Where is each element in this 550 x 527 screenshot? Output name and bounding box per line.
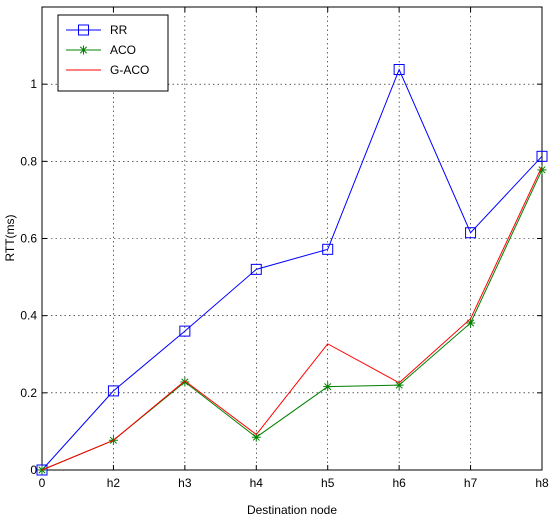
y-tick-label: 1 xyxy=(30,77,37,91)
star-marker xyxy=(251,432,261,442)
square-marker xyxy=(250,263,262,275)
series-lines xyxy=(36,64,548,476)
x-tick-label: 0 xyxy=(39,476,46,490)
legend-label: RR xyxy=(110,23,128,37)
square-marker xyxy=(78,24,89,36)
legend-label: ACO xyxy=(110,43,136,57)
square-marker xyxy=(536,150,548,162)
y-tick-label: 0.8 xyxy=(20,154,37,168)
x-tick-label: h3 xyxy=(178,476,192,490)
y-axis-label: RTT(ms) xyxy=(3,214,17,261)
legend: RR ACO G-ACO xyxy=(57,14,169,92)
square-marker xyxy=(322,243,334,255)
series-g-aco xyxy=(41,166,543,471)
series-aco xyxy=(37,165,547,475)
star-marker xyxy=(180,377,190,387)
square-marker xyxy=(36,464,48,476)
legend-label: G-ACO xyxy=(110,63,149,77)
legend-item-g-aco: G-ACO xyxy=(66,63,149,77)
square-marker xyxy=(465,227,477,239)
x-tick-label: h5 xyxy=(321,476,335,490)
star-marker xyxy=(394,380,404,390)
x-tick-label: h8 xyxy=(535,476,549,490)
series-line-aco xyxy=(41,169,543,471)
star-marker xyxy=(466,318,476,328)
legend-box xyxy=(57,14,169,92)
legend-item-rr: RR xyxy=(66,23,128,37)
square-marker xyxy=(107,385,119,397)
y-tick-label: 0.4 xyxy=(20,309,37,323)
axis-ticks: 0 h2 h3 h4 h5 h6 h7 h8 0 0.2 0.4 0.6 0.8 1 xyxy=(20,7,549,490)
x-tick-label: h6 xyxy=(392,476,406,490)
series-line-rr xyxy=(41,68,543,471)
star-marker xyxy=(323,382,333,392)
square-marker xyxy=(179,325,191,337)
y-tick-label: 0.6 xyxy=(20,232,37,246)
legend-item-aco: ACO xyxy=(66,43,136,57)
y-tick-label: 0 xyxy=(30,463,37,477)
series-line-g-aco xyxy=(41,166,543,471)
square-marker xyxy=(393,64,405,76)
series-rr xyxy=(36,64,548,476)
y-tick-label: 0.2 xyxy=(20,386,37,400)
x-tick-label: h7 xyxy=(464,476,478,490)
x-tick-label: h4 xyxy=(250,476,264,490)
x-axis-label: Destination node xyxy=(247,503,337,517)
star-marker xyxy=(79,45,88,55)
x-tick-label: h2 xyxy=(107,476,121,490)
star-marker xyxy=(537,165,547,175)
